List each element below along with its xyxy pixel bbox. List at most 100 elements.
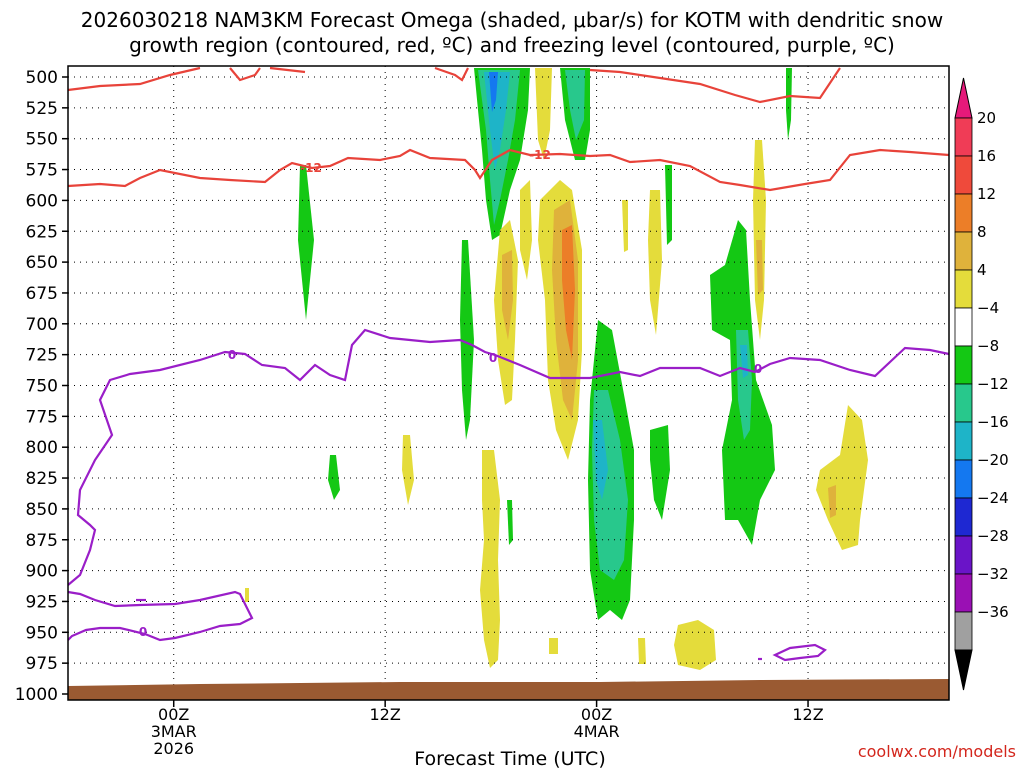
omega-shading [245,68,868,670]
omega-region-teal-upper-2 [565,70,585,140]
y-tick-label: 650 [26,253,58,273]
omega-region-green-upper-3 [786,68,792,140]
omega-region-green-small-6 [328,455,340,500]
colorbar-swatch [954,307,973,347]
freezing-lower-contour [67,590,254,642]
freezing-label-1: 0 [228,348,236,362]
colorbar-bottom-triangle [954,649,973,691]
freezing-main-contour [67,328,950,586]
colorbar-label: −36 [977,603,1009,621]
y-tick-label: 700 [26,315,58,335]
x-tick-label: 00Z [581,705,612,724]
colorbar-swatch [954,269,973,309]
y-tick-label: 675 [26,284,58,304]
colorbar-label: 12 [977,185,996,203]
dgz-lower-contour [67,148,950,192]
y-tick-label: 950 [26,623,58,643]
plot-frame [67,65,950,701]
dgz-label-2: -12 [529,148,551,162]
colorbar-top-triangle [954,77,973,119]
omega-region-yellow-small-2 [648,190,662,335]
x-tick-label: 4MAR [574,722,620,741]
omega-region-yellow-small-11 [674,620,716,670]
omega-region-orange-main [562,225,575,360]
colorbar-label: −8 [977,337,999,355]
omega-region-yellow-small-9 [549,638,558,654]
colorbar-label: 20 [977,109,996,127]
y-tick-label: 500 [26,68,58,88]
omega-region-teal-16z [736,330,752,440]
x-tick-label: 00Z [158,705,189,724]
x-axis-label: Forecast Time (UTC) [414,748,605,768]
omega-region-cyan-upper [484,72,510,170]
y-tick-label: 975 [26,654,58,674]
colorbar-label: −32 [977,565,1009,583]
colorbar-label: −4 [977,299,999,317]
freezing-label-4: 0 [139,625,147,639]
freezing-label-3: 0 [754,362,762,376]
y-tick-label: 750 [26,377,58,397]
colorbar-label: −28 [977,527,1009,545]
omega-region-gold-right [828,485,836,518]
y-tick-label: 1000 [15,685,58,705]
colorbar-swatch [954,193,973,233]
y-tick-label: 775 [26,407,58,427]
credit-text: coolwx.com/models [858,742,1016,761]
colorbar-label: 16 [977,147,996,165]
dgz-upper-contour [67,66,841,104]
x-tick-label: 12Z [369,705,400,724]
colorbar-swatch [954,497,973,537]
omega-region-green-small-5 [298,165,314,320]
colorbar-label: −20 [977,451,1009,469]
y-axis: 500 525 550 575 600 625 650 675 700 725 750 775 800 8… [15,68,68,705]
plot-area: -12 -12 0 0 0 0 [67,65,950,701]
y-tick-label: 900 [26,562,58,582]
colorbar-swatch [954,421,973,461]
colorbar-label: 4 [977,261,987,279]
chart-title-line2: growth region (contoured, red, ºC) and f… [129,33,895,57]
y-tick-label: 800 [26,438,58,458]
y-tick-label: 550 [26,130,58,150]
y-tick-label: 850 [26,500,58,520]
colorbar-swatch [954,383,973,423]
colorbar-label: −16 [977,413,1009,431]
omega-region-green-10z [650,425,670,520]
colorbar-label: −24 [977,489,1009,507]
omega-region-green-small-3 [665,165,672,245]
y-tick-label: 725 [26,346,58,366]
omega-region-gold-left [502,250,513,340]
chart-title-line1: 2026030218 NAM3KM Forecast Omega (shaded… [81,8,943,32]
omega-region-yellow-small-8 [245,588,249,602]
colorbar-label: 8 [977,223,987,241]
colorbar-swatch [954,535,973,575]
colorbar-swatch [954,231,973,271]
freezing-level-contours: 0 0 0 0 [67,328,950,662]
omega-region-yellow-small-10 [638,638,646,664]
dgz-label-1: -12 [300,161,322,175]
x-tick-label: 3MAR [151,722,197,741]
x-tick-label: 12Z [792,705,823,724]
grid-lines [68,66,949,700]
omega-region-green-small-7 [507,500,513,545]
colorbar-swatch [954,459,973,499]
y-tick-label: 525 [26,99,58,119]
omega-region-yellow-mid [480,450,500,668]
freezing-small-contour-2 [772,643,827,662]
omega-region-yellow-left-2 [520,180,532,280]
colorbar: 20 16 12 8 4 −4 −8 −12 −16 −20 −24 −28 −32 −36 [954,77,1009,691]
y-tick-label: 875 [26,531,58,551]
omega-region-yellow-upper [535,68,552,160]
omega-region-yellow-small-1 [622,200,628,252]
y-tick-label: 575 [26,161,58,181]
y-tick-label: 925 [26,592,58,612]
colorbar-swatch [954,573,973,613]
ground-surface [68,679,949,700]
omega-region-gold-16z [756,240,763,295]
omega-region-green-22z [460,240,474,440]
omega-region-yellow-right [816,405,868,550]
dgz-contours: -12 -12 [67,66,950,192]
colorbar-swatch [954,117,973,157]
colorbar-swatch [954,611,973,651]
